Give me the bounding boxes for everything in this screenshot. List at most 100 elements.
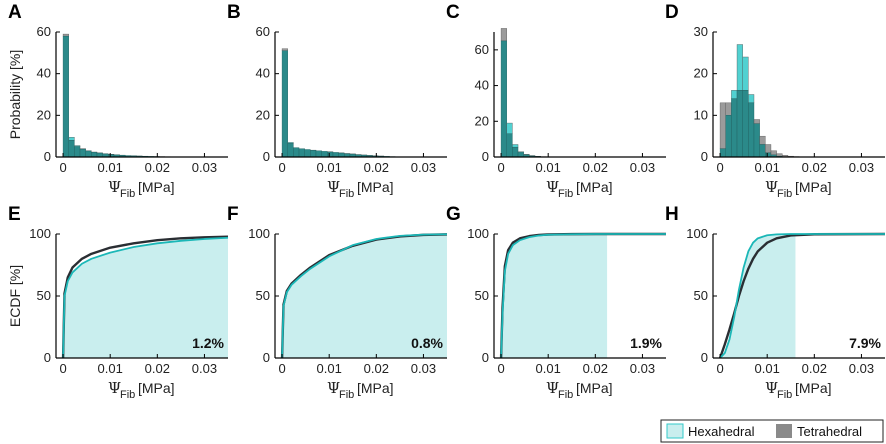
x-tick-label: 0 <box>278 361 285 376</box>
x-tick-label: 0.03 <box>849 361 874 376</box>
area-hexahedral-shade <box>63 237 228 358</box>
x-tick-label: 0.02 <box>145 361 170 376</box>
legend-label-hexahedral: Hexahedral <box>688 424 755 439</box>
bar-overlap <box>742 90 749 158</box>
area-hexahedral-shade <box>282 234 447 358</box>
bar-overlap <box>287 143 294 158</box>
area-hexahedral-shade <box>720 234 796 358</box>
x-axis-label-subscript: Fib <box>558 389 573 401</box>
line-hexahedral <box>281 233 448 359</box>
y-tick-label: 50 <box>475 288 489 303</box>
x-tick-label: 0.01 <box>536 160 561 175</box>
x-tick-label: 0.03 <box>849 160 874 175</box>
y-tick-label: 60 <box>37 24 51 39</box>
x-axis-label-subscript: Fib <box>777 389 792 401</box>
panel-letter: F <box>227 204 239 225</box>
x-tick-label: 0.01 <box>98 160 123 175</box>
y-tick-label: 0 <box>482 350 489 365</box>
y-tick-label: 100 <box>29 226 51 241</box>
x-axis-label-subscript: Fib <box>339 188 354 200</box>
bar-hexahedral <box>68 137 75 141</box>
x-axis-label-unit: [MPa] <box>357 179 394 195</box>
panel-letter: A <box>8 2 22 23</box>
x-axis-label-symbol: Ψ <box>108 379 121 397</box>
x-tick-label: 0 <box>59 160 66 175</box>
bar-overlap <box>315 150 322 158</box>
x-tick-label: 0.02 <box>802 160 827 175</box>
y-tick-label: 100 <box>467 226 489 241</box>
y-axis-label: ECDF [%] <box>7 265 23 327</box>
line-hexahedral <box>500 233 666 359</box>
bar-hexahedral <box>731 90 738 99</box>
x-tick-label: 0.02 <box>583 160 608 175</box>
bar-overlap <box>74 146 81 158</box>
x-axis-label-symbol: Ψ <box>765 178 778 196</box>
x-tick-label: 0 <box>716 361 723 376</box>
bar-overlap <box>512 146 519 158</box>
x-tick-label: 0.01 <box>98 361 123 376</box>
x-axis-label-unit: [MPa] <box>138 179 175 195</box>
bar-overlap <box>748 102 755 158</box>
y-tick-label: 0 <box>701 149 708 164</box>
bar-overlap <box>310 150 317 158</box>
x-tick-label: 0.02 <box>145 160 170 175</box>
x-tick-label: 0.02 <box>364 160 389 175</box>
x-axis-label-subscript: Fib <box>120 188 135 200</box>
bar-tetrahedral <box>62 33 69 37</box>
line-hexahedral <box>62 236 229 359</box>
bar-tetrahedral <box>759 135 766 145</box>
x-axis-label-symbol: Ψ <box>327 178 340 196</box>
y-tick-label: 10 <box>694 107 708 122</box>
bar-overlap <box>753 123 760 158</box>
x-tick-label: 0.01 <box>755 160 780 175</box>
x-tick-label: 0.03 <box>192 361 217 376</box>
y-tick-label: 60 <box>256 24 270 39</box>
bar-overlap <box>725 115 732 158</box>
bar-overlap <box>85 150 92 158</box>
bar-hexahedral <box>748 94 755 104</box>
x-axis-label-symbol: Ψ <box>765 379 778 397</box>
bar-overlap <box>298 148 305 158</box>
panel-letter: D <box>665 2 679 23</box>
x-tick-label: 0.01 <box>317 160 342 175</box>
bar-overlap <box>79 148 86 158</box>
x-tick-label: 0.01 <box>755 361 780 376</box>
y-tick-label: 20 <box>694 66 708 81</box>
x-axis-label-symbol: Ψ <box>327 379 340 397</box>
bar-overlap <box>68 140 75 158</box>
x-tick-label: 0.03 <box>411 160 436 175</box>
legend: Hexahedral Tetrahedral <box>660 419 884 443</box>
bar-overlap <box>304 149 311 158</box>
y-tick-label: 20 <box>37 107 51 122</box>
x-tick-label: 0.02 <box>583 361 608 376</box>
bar-hexahedral <box>736 44 743 91</box>
x-axis-label-symbol: Ψ <box>546 178 559 196</box>
x-axis-label-unit: [MPa] <box>795 179 832 195</box>
y-tick-label: 0 <box>263 149 270 164</box>
y-tick-label: 50 <box>694 288 708 303</box>
y-tick-label: 30 <box>694 24 708 39</box>
bar-tetrahedral <box>776 153 783 157</box>
bar-overlap <box>321 151 328 158</box>
legend-label-tetrahedral: Tetrahedral <box>797 424 862 439</box>
y-tick-label: 40 <box>256 66 270 81</box>
x-tick-label: 0.03 <box>411 361 436 376</box>
y-tick-label: 0 <box>44 149 51 164</box>
bar-overlap <box>91 152 98 158</box>
bar-tetrahedral <box>765 144 772 154</box>
panel-letter: B <box>227 2 241 23</box>
x-axis-label-symbol: Ψ <box>108 178 121 196</box>
x-axis-label-subscript: Fib <box>558 188 573 200</box>
x-axis-label-symbol: Ψ <box>546 379 559 397</box>
area-hexahedral-shade <box>501 234 608 358</box>
x-tick-label: 0.01 <box>536 361 561 376</box>
y-tick-label: 100 <box>248 226 270 241</box>
panel-letter: E <box>8 204 21 225</box>
